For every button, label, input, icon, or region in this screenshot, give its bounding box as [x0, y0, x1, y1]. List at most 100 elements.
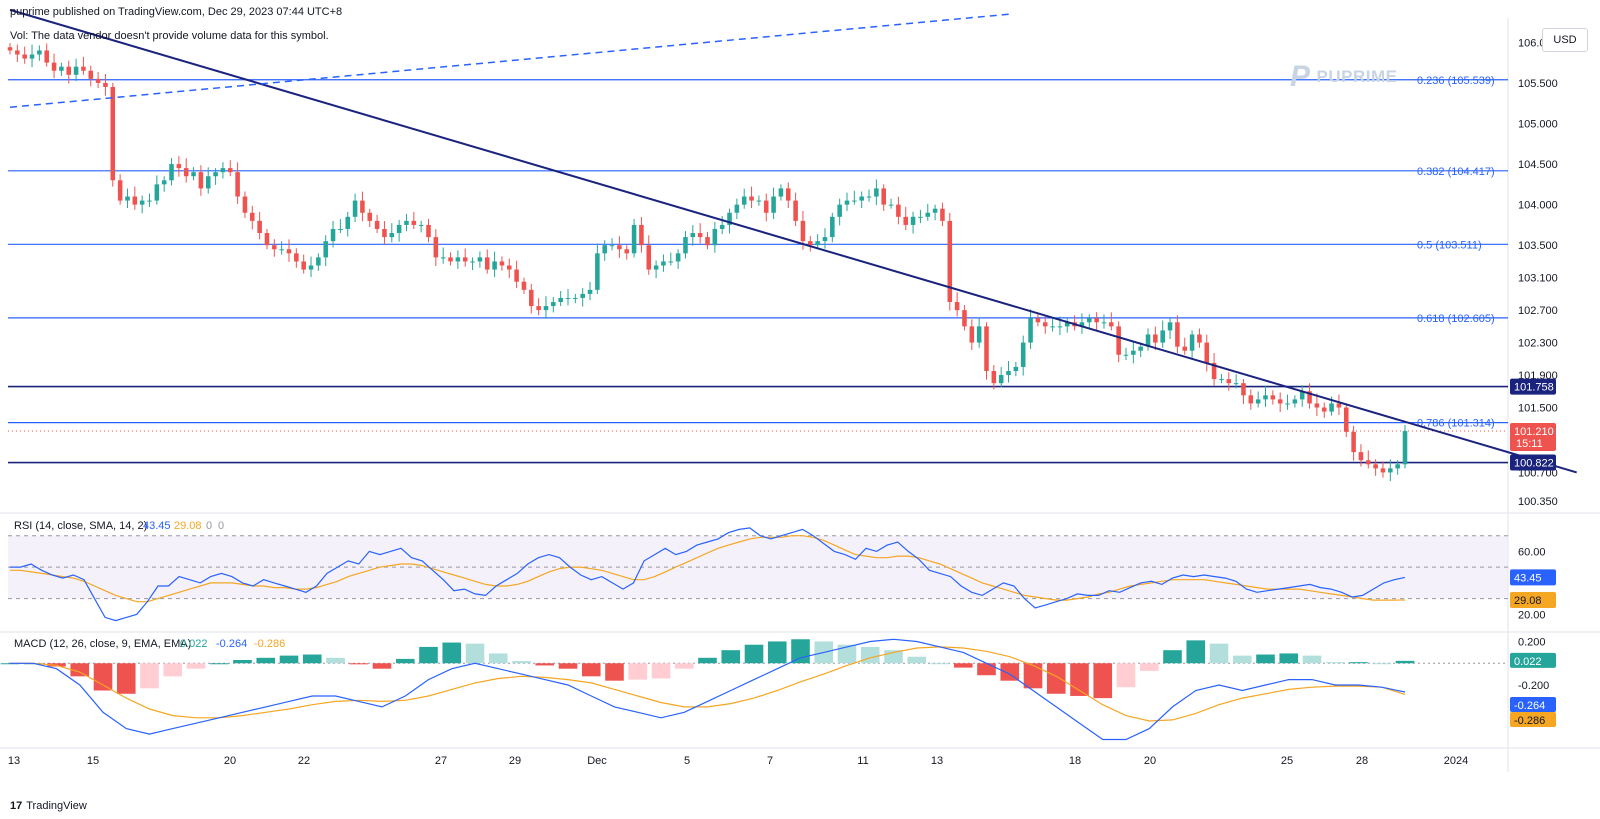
candle-body	[785, 188, 791, 201]
candle-body	[734, 204, 740, 213]
candle-body	[1226, 379, 1232, 384]
macd-histogram-bar	[767, 641, 787, 664]
candle-body	[257, 220, 262, 234]
rsi-line	[10, 527, 1406, 622]
candle-body	[778, 188, 784, 197]
macd-histogram-bar	[698, 657, 717, 664]
candle-body	[492, 261, 497, 270]
time-tick-label: 13	[8, 755, 20, 767]
candle-body	[595, 253, 600, 290]
candle-body	[176, 164, 182, 169]
level-badge-label: 101.758	[1514, 382, 1554, 394]
candle-body	[264, 233, 270, 246]
macd-histogram-bar	[163, 663, 183, 677]
time-axis[interactable]: 13 15 20 22 27 29 Dec 5 7 11 13 18 20 25 28 2024	[8, 755, 1468, 767]
price-tick-label: 105.000	[1518, 118, 1558, 130]
rsi-extra-value: 0	[218, 520, 224, 532]
macd-histogram-bar	[256, 657, 276, 664]
candle-body	[1064, 322, 1070, 327]
rsi-title: RSI (14, close, SMA, 14, 2)	[14, 520, 147, 532]
candle-body	[360, 200, 365, 213]
candle-body	[411, 220, 417, 225]
candle-body	[426, 224, 431, 238]
macd-badge-label: -0.264	[1514, 700, 1545, 712]
macd-histogram-bar	[512, 661, 531, 664]
macd-histogram-bar	[1139, 663, 1159, 671]
macd-histogram-bar	[209, 663, 229, 665]
rsi-ma-badge	[1510, 592, 1556, 609]
candle-body	[1101, 322, 1107, 324]
macd-histogram-bar	[907, 656, 927, 664]
price-tick-label: 102.300	[1518, 338, 1558, 350]
candle-body	[719, 224, 725, 229]
candle-body	[1219, 379, 1224, 381]
candle-body	[338, 228, 343, 230]
candle-body	[1079, 322, 1085, 327]
candle-body	[1020, 342, 1026, 367]
candle-body	[1380, 468, 1386, 473]
puprime-logo-icon: P	[1290, 60, 1311, 93]
candle-body	[763, 200, 769, 213]
candle-body	[382, 228, 387, 238]
fib-level-label: 0.236 (105.539)	[1417, 75, 1495, 87]
candle-body	[998, 375, 1004, 384]
currency-button[interactable]: USD	[1542, 28, 1588, 52]
time-tick-label: 13	[931, 755, 943, 767]
candle-body	[830, 216, 835, 238]
rsi-badge-label: 43.45	[1514, 572, 1542, 584]
trendlines	[9, 8, 1577, 474]
candle-body	[81, 66, 86, 71]
macd-histogram-bar	[116, 663, 136, 694]
candle-body	[1373, 464, 1378, 469]
candle-body	[1343, 407, 1349, 432]
macd-histogram-bar	[953, 663, 973, 668]
candle-body	[1402, 431, 1408, 465]
published-note: puprime published on TradingView.com, De…	[10, 6, 343, 18]
macd-histogram-bar	[1000, 663, 1020, 681]
candle-body	[514, 269, 519, 282]
macd-histogram-bar	[465, 643, 485, 664]
candle-body	[609, 245, 615, 247]
candle-body	[316, 257, 321, 266]
tradingview-footer[interactable]: 17 TradingView	[10, 800, 87, 812]
candle-body	[844, 200, 850, 205]
candle-body	[37, 50, 42, 55]
candle-body	[272, 245, 277, 250]
time-tick-label: 20	[1144, 755, 1156, 767]
macd-histogram-bar	[70, 663, 90, 677]
candle-body	[631, 224, 637, 254]
grid	[0, 18, 1600, 772]
puprime-watermark: P PUPRIME	[1290, 62, 1397, 92]
macd-histogram-bar	[1046, 663, 1066, 694]
candle-body	[1277, 399, 1283, 404]
candle-body	[1145, 334, 1151, 347]
candle-body	[44, 50, 49, 63]
rsi-ma-value: 29.08	[174, 520, 202, 532]
level-badge-label: 100.822	[1514, 458, 1554, 470]
candle-body	[984, 326, 989, 371]
tradingview-label: TradingView	[26, 800, 87, 812]
macd-signal-line	[10, 646, 1406, 722]
macd-histogram-bar	[651, 663, 671, 679]
candle-body	[1285, 403, 1290, 405]
candle-body	[896, 204, 901, 217]
fib-level-label: 0.382 (104.417)	[1417, 166, 1495, 178]
macd-histogram-bar	[419, 646, 438, 664]
candle-body	[1131, 350, 1136, 355]
macd-signal-badge-label: -0.286	[1514, 715, 1545, 727]
candle-body	[448, 257, 453, 262]
descending-trendline	[9, 8, 1577, 474]
countdown-label: 15:11	[1516, 438, 1543, 450]
fib-level-label: 0.786 (101.314)	[1417, 418, 1495, 430]
candle-body	[242, 196, 248, 213]
macd-histogram-bar	[860, 646, 880, 664]
last-price-label: 101.210	[1514, 426, 1554, 438]
candle-body	[117, 180, 123, 201]
macd-histogram-bar	[628, 663, 648, 680]
time-tick-label: 11	[857, 755, 868, 767]
candle-body	[705, 237, 710, 246]
candle-body	[103, 82, 108, 87]
candle-body	[1358, 452, 1364, 461]
time-tick-label: 5	[684, 755, 690, 767]
